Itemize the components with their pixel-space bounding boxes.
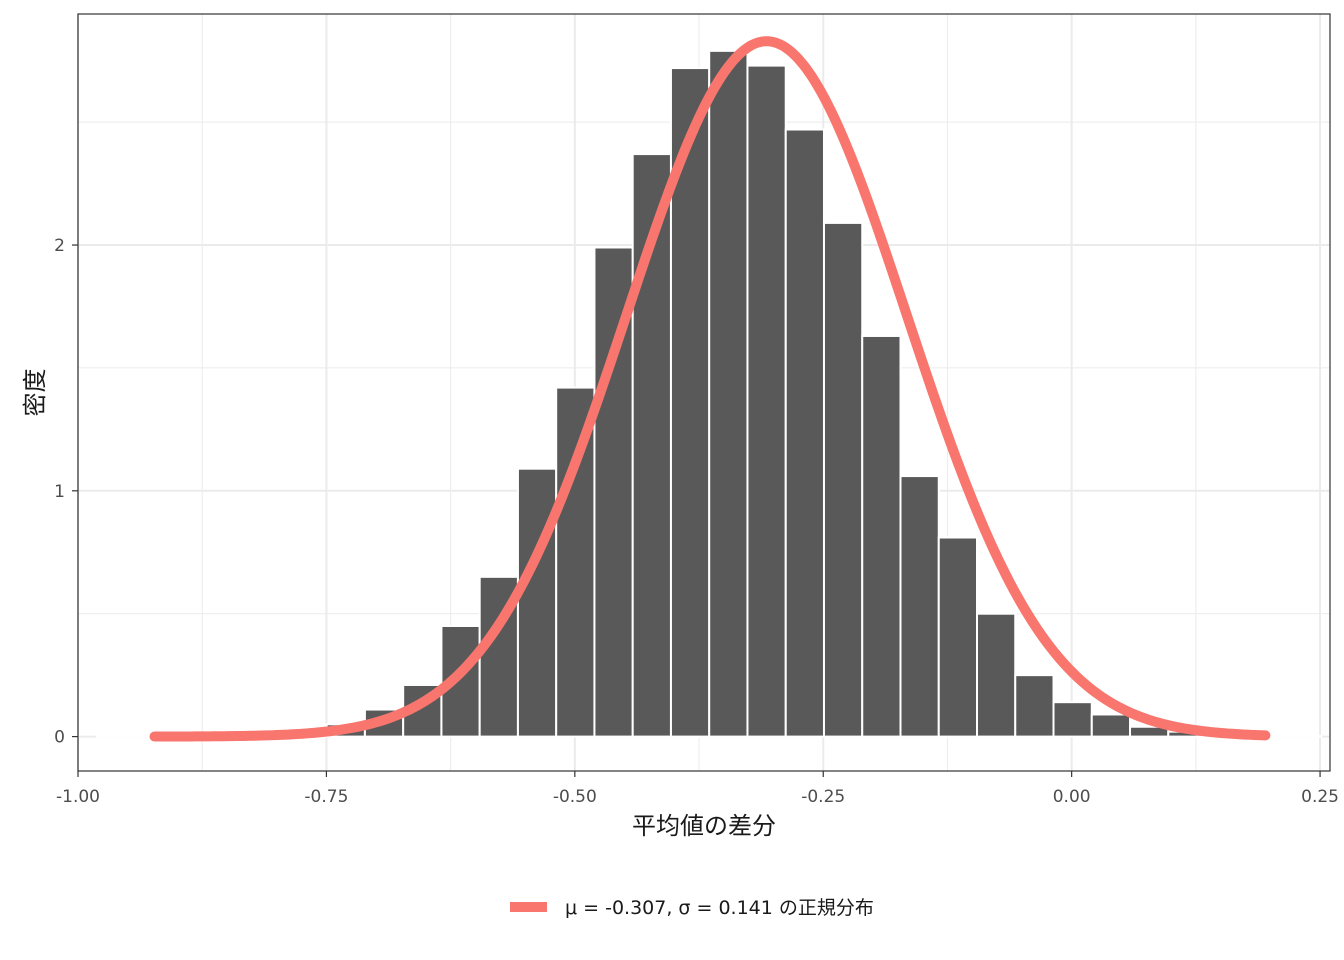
histogram-bar <box>822 221 864 738</box>
legend-label: μ = -0.307, σ = 0.141 の正規分布 <box>565 897 874 919</box>
histogram-bar <box>1014 674 1055 738</box>
y-axis-title: 密度 <box>21 369 49 417</box>
histogram-bar <box>899 475 940 738</box>
histogram-bar <box>861 334 902 738</box>
x-axis: -1.00 -0.75 -0.50 -0.25 0.00 0.25 <box>56 771 1339 807</box>
x-tick-label: -1.00 <box>56 787 100 807</box>
histogram-bar <box>1090 713 1132 738</box>
histogram-bar <box>631 153 672 738</box>
x-tick-label: -0.75 <box>304 787 348 807</box>
histogram-bar <box>516 467 558 738</box>
x-tick-label: 0.00 <box>1053 787 1091 807</box>
histogram-bars <box>96 49 1323 738</box>
histogram-bar <box>1052 701 1093 738</box>
plot-panel <box>77 13 1331 772</box>
y-tick-label: 2 <box>54 236 65 256</box>
panel-border <box>77 13 1331 772</box>
x-axis-title: 平均値の差分 <box>632 812 776 840</box>
x-tick-label: -0.25 <box>801 787 845 807</box>
y-tick-label: 0 <box>54 728 65 748</box>
x-tick-label: -0.50 <box>553 787 597 807</box>
normal-density-line <box>149 36 1271 742</box>
y-tick-label: 1 <box>54 482 65 502</box>
histogram-bar <box>784 128 825 738</box>
histogram-bar <box>976 612 1017 738</box>
histogram-bar <box>746 64 787 738</box>
y-axis: 0 1 2 <box>54 236 78 748</box>
histogram-bar <box>708 49 749 738</box>
x-tick-label: 0.25 <box>1301 787 1339 807</box>
legend: μ = -0.307, σ = 0.141 の正規分布 <box>510 897 874 919</box>
histogram-bar <box>937 536 979 738</box>
